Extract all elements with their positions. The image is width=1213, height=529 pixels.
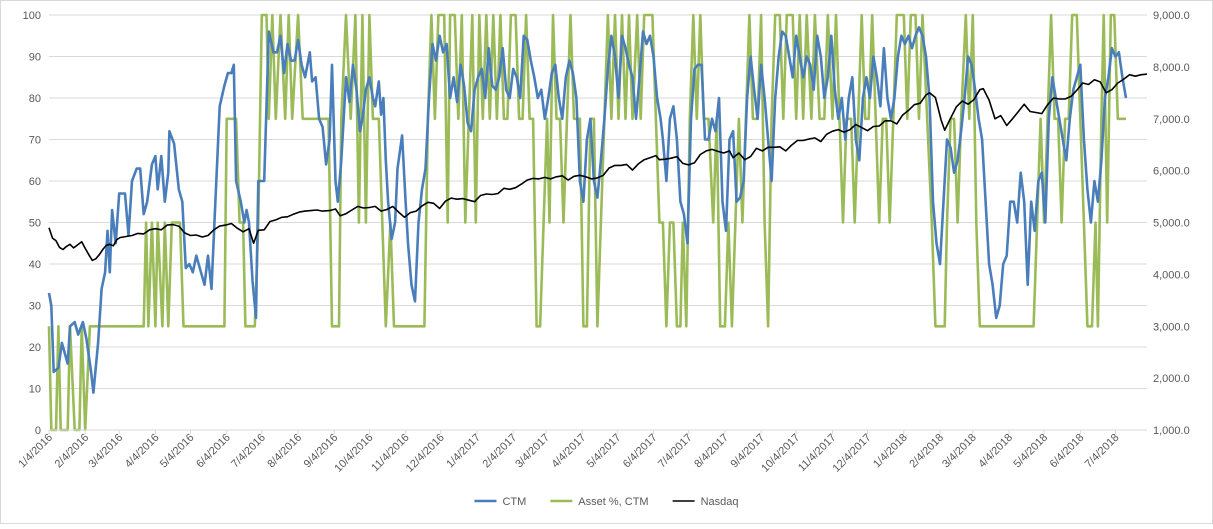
y2-tick-label: 7,000.0 bbox=[1153, 114, 1190, 126]
y-axis-left: 0 10 20 30 40 50 60 70 80 90 100 bbox=[23, 10, 41, 437]
y-tick-label: 90 bbox=[29, 52, 41, 64]
y-tick-label: 100 bbox=[23, 10, 41, 22]
y2-tick-label: 6,000.0 bbox=[1153, 166, 1190, 178]
legend-label-asset-ctm: Asset %, CTM bbox=[578, 496, 648, 508]
y2-tick-label: 3,000.0 bbox=[1153, 321, 1190, 333]
series-line-ctm bbox=[47, 26, 1128, 394]
y-tick-label: 0 bbox=[35, 425, 41, 437]
legend-label-nasdaq: Nasdaq bbox=[701, 496, 739, 508]
series-line-asset-ctm bbox=[47, 13, 1126, 432]
y2-tick-label: 2,000.0 bbox=[1153, 373, 1190, 385]
legend: CTM Asset %, CTM Nasdaq bbox=[474, 496, 739, 508]
y2-tick-label: 1,000.0 bbox=[1153, 425, 1190, 437]
series-lines bbox=[47, 13, 1148, 432]
y-tick-label: 10 bbox=[29, 384, 41, 396]
y-tick-label: 80 bbox=[29, 93, 41, 105]
y-tick-label: 70 bbox=[29, 135, 41, 147]
series-line-nasdaq bbox=[48, 73, 1148, 262]
y-tick-label: 60 bbox=[29, 176, 41, 188]
y-axis-right: 1,000.0 2,000.0 3,000.0 4,000.0 5,000.0 6,000… bbox=[1153, 10, 1190, 437]
y-tick-label: 40 bbox=[29, 259, 41, 271]
y2-tick-label: 9,000.0 bbox=[1153, 10, 1190, 22]
legend-label-ctm: CTM bbox=[502, 496, 526, 508]
y-tick-label: 50 bbox=[29, 218, 41, 230]
y2-tick-label: 4,000.0 bbox=[1153, 269, 1190, 281]
y-tick-label: 20 bbox=[29, 342, 41, 354]
y-tick-label: 30 bbox=[29, 301, 41, 313]
y2-tick-label: 8,000.0 bbox=[1153, 62, 1190, 74]
y2-tick-label: 5,000.0 bbox=[1153, 218, 1190, 230]
